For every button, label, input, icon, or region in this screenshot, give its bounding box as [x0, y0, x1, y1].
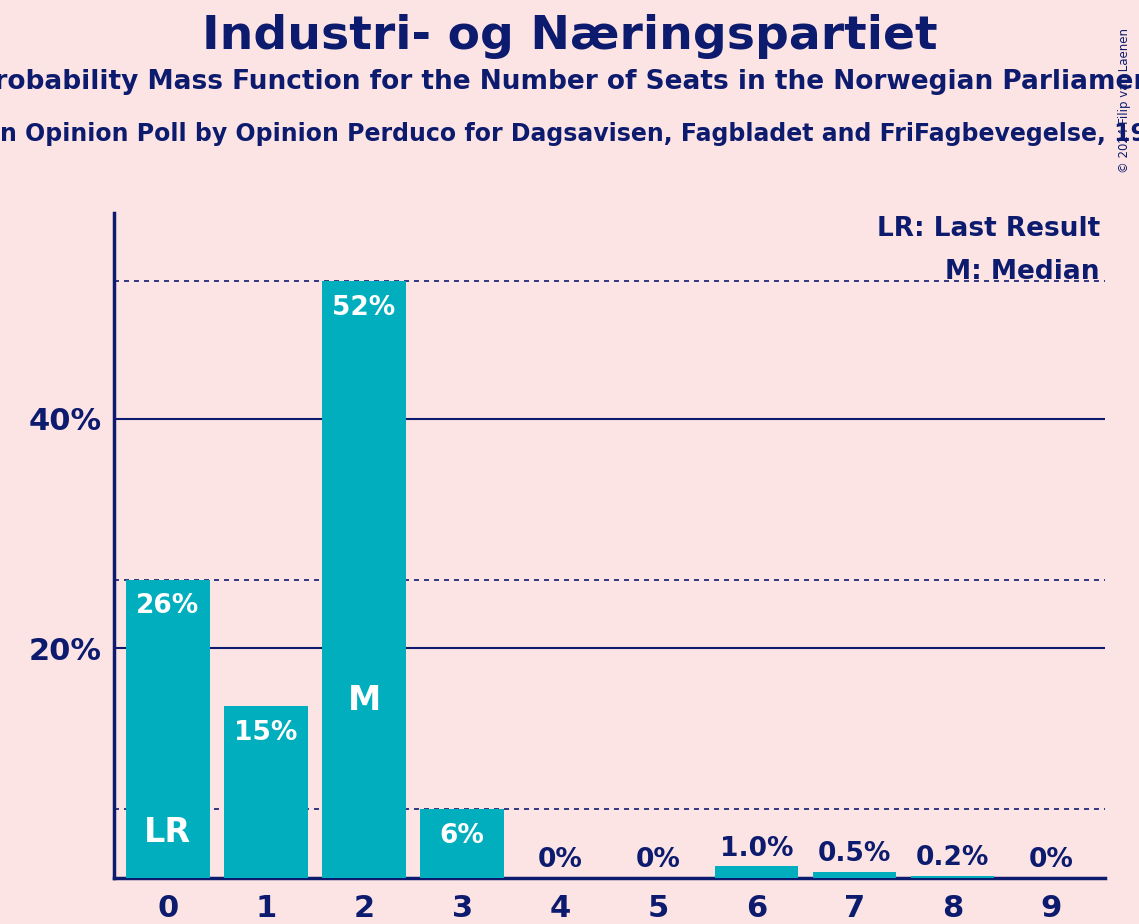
Bar [420, 809, 503, 878]
Bar [911, 876, 994, 878]
Text: 15%: 15% [235, 720, 297, 746]
Text: LR: LR [145, 816, 191, 849]
Text: 6%: 6% [440, 822, 484, 849]
Bar [224, 706, 308, 878]
Text: 0%: 0% [1029, 847, 1073, 873]
Text: M: Median: M: Median [945, 259, 1100, 286]
Text: 26%: 26% [137, 593, 199, 619]
Text: 0%: 0% [538, 847, 583, 873]
Bar [322, 281, 405, 878]
Text: 0.5%: 0.5% [818, 842, 892, 868]
Bar [813, 872, 896, 878]
Text: © 2024 Filip van Laenen: © 2024 Filip van Laenen [1118, 28, 1131, 173]
Text: Probability Mass Function for the Number of Seats in the Norwegian Parliament: Probability Mass Function for the Number… [0, 69, 1139, 95]
Text: M: M [347, 684, 380, 717]
Text: LR: Last Result: LR: Last Result [877, 216, 1100, 242]
Text: n Opinion Poll by Opinion Perduco for Dagsavisen, Fagbladet and FriFagbevegelse,: n Opinion Poll by Opinion Perduco for Da… [0, 122, 1139, 146]
Bar [715, 867, 798, 878]
Text: 52%: 52% [333, 295, 395, 322]
Text: Industri- og Næringspartiet: Industri- og Næringspartiet [202, 14, 937, 59]
Bar [126, 579, 210, 878]
Text: 0%: 0% [636, 847, 681, 873]
Text: 0.2%: 0.2% [916, 845, 990, 871]
Text: 1.0%: 1.0% [720, 835, 793, 862]
